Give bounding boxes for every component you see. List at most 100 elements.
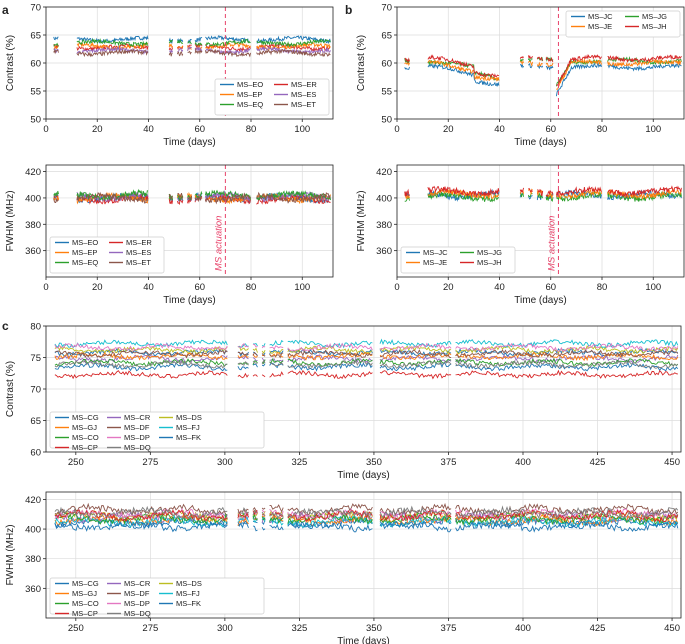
a-contrast-legend-entry: MS–ER [291,80,317,89]
b-fwhm-legend-entry: MS–JH [477,258,502,267]
a-contrast-series-line [53,48,331,58]
b-contrast-legend-entry: MS–JE [588,22,612,31]
c-fwhm-legend-entry: MS–CP [72,609,98,618]
a-fwhm-xtick-label: 100 [294,282,310,293]
b-fwhm-actuation-label: MS actuation [546,216,557,271]
b-contrast-legend-box [565,10,681,38]
b-contrast-series-line [404,54,682,86]
c-fwhm-legend-entry: MS–DP [124,599,150,608]
c-contrast-legend-entry: MS–DQ [124,443,151,452]
b-contrast-ytick-label: 60 [381,59,392,70]
c-contrast-xtick-label: 325 [291,457,307,468]
c-fwhm-legend-entry: MS–DS [176,579,202,588]
a-contrast-legend-entry: MS–EQ [237,100,263,109]
a-contrast-legend-box [214,78,330,116]
b-fwhm-xtick-label: 0 [394,282,399,293]
c-contrast-ytick-label: 75 [30,353,41,364]
a-fwhm-ytick-label: 360 [25,246,41,257]
a-fwhm-series-line [53,191,331,205]
c-contrast-legend-entry: MS–CP [72,443,98,452]
a-contrast-series-line [53,45,331,56]
b-contrast-xtick-label: 60 [545,124,556,135]
a-contrast-ytick-label: 50 [30,115,41,126]
a-fwhm-ytick-label: 380 [25,220,41,231]
c-contrast-series-line [54,361,679,372]
c-contrast-legend: MS–CG MS–CR MS–DS MS–GJ MS–DF MS–FJ MS–CO MS–DP… [49,411,265,452]
a-fwhm-frame [45,164,334,278]
c-contrast-xtick-label: 350 [366,457,382,468]
a-contrast-xtick-label: 60 [194,124,205,135]
c-fwhm-legend-entry: MS–CG [72,579,99,588]
b-fwhm-ytick-label: 380 [376,220,392,231]
b-fwhm-series-line [404,189,682,203]
c-fwhm-xtick-label: 375 [441,623,457,634]
a-fwhm-legend-entry: MS–EP [72,248,97,257]
c-fwhm-legend-entry: MS–GJ [72,589,97,598]
c-contrast-legend-entry: MS–CO [72,433,99,442]
c-fwhm-ytick-label: 420 [25,495,41,506]
c-contrast-ytick-label: 80 [30,322,41,333]
b-fwhm-xtick-label: 40 [494,282,505,293]
a-fwhm-legend-entry: MS–EQ [72,258,98,267]
c-contrast-series-line [54,338,679,349]
c-fwhm-ytick-label: 400 [25,525,41,536]
b-fwhm-series-line [404,185,682,198]
a-fwhm-legend-entry: MS–ER [126,238,152,247]
b-fwhm-legend: MS–JC MS–JG MS–JE MS–JH [400,246,516,274]
a-contrast-xtick-label: 100 [294,124,310,135]
b-fwhm-ytick-label: 420 [376,167,392,178]
b-contrast-xtick-label: 40 [494,124,505,135]
a-fwhm-ylabel: FWHM (MHz) [5,190,16,251]
b-contrast-ytick-label: 65 [381,31,392,42]
c-contrast-ytick-label: 60 [30,448,41,459]
c-contrast-xtick-label: 275 [142,457,158,468]
a-contrast-legend-entry: MS–ET [291,100,316,109]
a-contrast-ytick-label: 60 [30,59,41,70]
a-contrast-ytick-label: 65 [30,31,41,42]
a-fwhm-legend-entry: MS–EO [72,238,98,247]
c-fwhm-ytick-label: 360 [25,584,41,595]
a-fwhm-legend-box [49,236,165,274]
a-fwhm-xtick-label: 20 [92,282,103,293]
b-contrast-legend-entry: MS–JC [588,12,613,21]
panel-label-b: b [345,3,352,17]
c-contrast-ylabel: Contrast (%) [5,361,16,417]
c-contrast-ytick-label: 65 [30,416,41,427]
c-contrast-xtick-label: 375 [441,457,457,468]
panel-label-c: c [2,319,9,333]
a-contrast-legend: MS–EO MS–ER MS–EP MS–ES MS–EQ MS–ET [214,78,330,116]
c-contrast-series-line [54,345,679,355]
a-fwhm-xtick-label: 40 [143,282,154,293]
c-contrast-series-line [54,359,679,370]
c-contrast-xtick-label: 400 [515,457,531,468]
c-fwhm-legend-entry: MS–DF [124,589,150,598]
a-contrast-xlabel: Time (days) [163,137,215,148]
c-fwhm-legend-entry: MS–FJ [176,589,200,598]
a-contrast-chart: 0 20 40 60 80 100 50 55 60 65 70 Time (days) Contras… [5,3,334,148]
a-contrast-legend-entry: MS–ES [291,90,316,99]
a-contrast-ytick-label: 55 [30,87,41,98]
c-contrast-legend-entry: MS–CG [72,413,99,422]
a-contrast-xtick-label: 20 [92,124,103,135]
c-fwhm-legend-entry: MS–CR [124,579,151,588]
b-contrast-xtick-label: 100 [645,124,661,135]
c-contrast-xtick-label: 450 [664,457,680,468]
b-contrast-legend: MS–JC MS–JG MS–JE MS–JH [565,10,681,38]
c-contrast-xtick-label: 300 [217,457,233,468]
c-contrast-legend-box [49,411,265,449]
b-fwhm-frame [396,164,685,278]
b-contrast-series-line [404,57,682,91]
c-contrast-legend-entry: MS–DP [124,433,150,442]
b-contrast-ytick-label: 55 [381,87,392,98]
a-contrast-series-line [53,38,331,48]
c-fwhm-legend-box [49,577,265,615]
b-contrast-series-line [404,56,682,87]
c-fwhm-xtick-label: 350 [366,623,382,634]
c-fwhm-legend-entry: MS–FK [176,599,201,608]
c-contrast-ytick-label: 70 [30,385,41,396]
c-fwhm-xtick-label: 425 [590,623,606,634]
c-contrast-legend-entry: MS–FK [176,433,201,442]
b-contrast-ytick-label: 70 [381,3,392,14]
c-fwhm-series-line [54,519,679,533]
a-contrast-legend-entry: MS–EP [237,90,262,99]
